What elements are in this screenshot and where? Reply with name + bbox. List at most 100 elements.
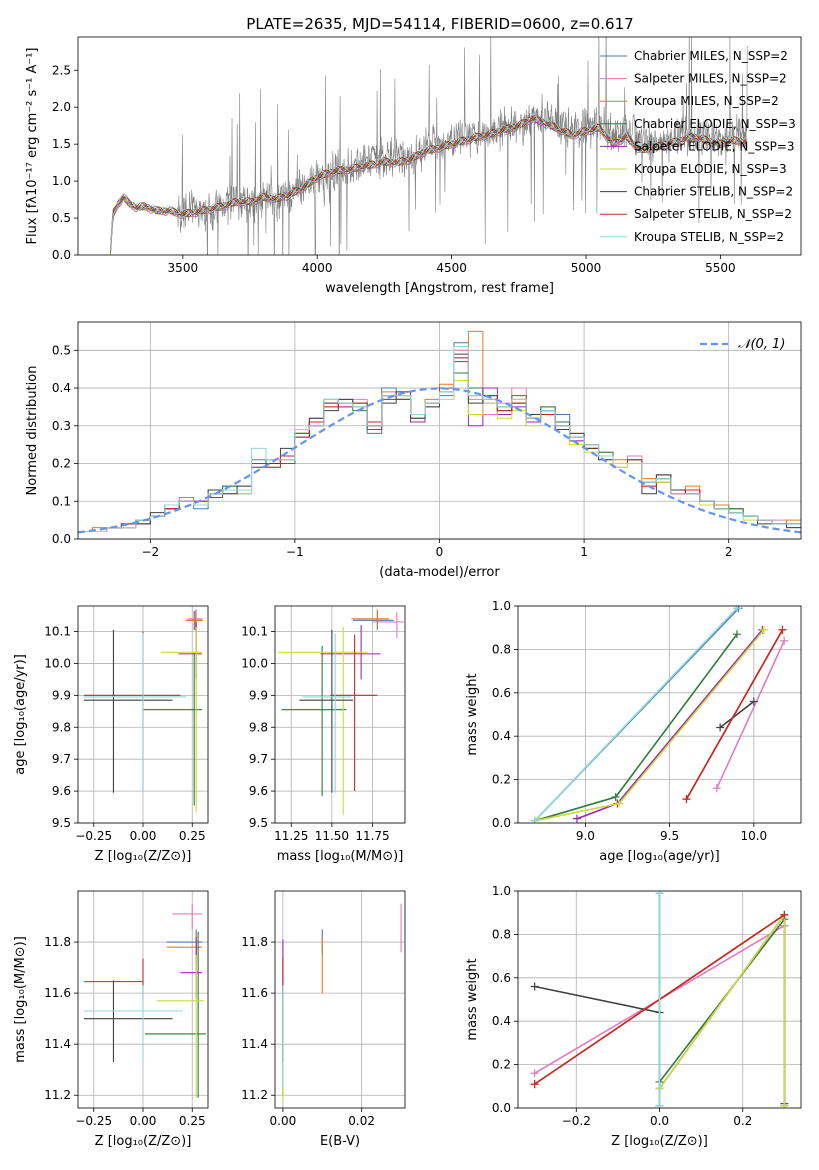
weight-marker	[712, 784, 721, 793]
legend: Chabrier MILES, N_SSP=2 Salpeter MILES, N…	[600, 49, 796, 244]
y-tick-label: 0.0	[492, 816, 511, 830]
legend-label: Kroupa ELODIE, N_SSP=3	[634, 162, 787, 176]
errorbar-point-2	[185, 610, 204, 630]
weight-marker	[732, 606, 741, 613]
y-tick-label: 0.5	[52, 211, 71, 225]
plot-area	[83, 609, 204, 812]
weight-marker	[615, 799, 624, 808]
errorbar-point-2	[166, 934, 203, 963]
y-tick-label: 0.2	[492, 773, 511, 787]
y-tick-label: 0.8	[492, 927, 511, 941]
weight-marker	[655, 891, 664, 898]
errorbar-point-8	[83, 985, 183, 1063]
y-tick-label: 1.0	[52, 174, 71, 188]
x-tick-label: 0.00	[130, 829, 157, 843]
weight-marker	[530, 1069, 539, 1078]
x-tick-label: −1	[286, 545, 304, 559]
errorbar-point-6	[299, 629, 353, 793]
weight-line-6	[719, 700, 755, 729]
y-tick-label: 10.1	[44, 625, 71, 639]
y-tick-label: 9.9	[52, 688, 71, 702]
y-tick-label: 9.5	[52, 816, 71, 830]
errorbar-point-2	[351, 609, 389, 629]
y-axis-label: mass [log₁₀(M/M⊙)]	[13, 936, 28, 1063]
y-tick-label: 9.7	[52, 752, 71, 766]
axes-frame	[77, 605, 209, 824]
y-tick-label: 11.6	[44, 986, 71, 1000]
y-tick-label: 0.8	[492, 642, 511, 656]
x-tick-label: 0.02	[348, 1114, 375, 1128]
x-tick-label: 0.2	[733, 1114, 752, 1128]
y-axis-label: mass weight	[465, 958, 480, 1040]
y-tick-label: 11.4	[241, 1037, 268, 1051]
errorbar-point-8	[302, 633, 352, 793]
legend-label: Kroupa MILES, N_SSP=2	[634, 94, 779, 108]
weight-marker	[732, 630, 741, 639]
x-tick-label: 10.0	[740, 829, 767, 843]
y-tick-label: 9.8	[249, 720, 268, 734]
errorbar-point-7	[83, 631, 181, 792]
weight-line-8	[534, 607, 738, 822]
errorbar-point-8	[83, 633, 187, 793]
x-tick-label: 5500	[705, 261, 736, 275]
panel-weight-vs-Z: −0.2 0.0 0.2 0.0 0.2 0.4 0.6 0.8 1.0 Z [log₁₀(Z/Z…	[465, 884, 802, 1149]
weight-marker	[716, 723, 725, 732]
y-tick-label: 0.1	[52, 494, 71, 508]
model-spectrum-8	[109, 113, 747, 252]
y-tick-label: 9.9	[249, 688, 268, 702]
errorbar-point-1	[172, 903, 203, 930]
weight-marker	[778, 625, 787, 634]
errorbar-point-5	[156, 954, 205, 1098]
weight-line-7	[685, 629, 784, 800]
weight-line-3	[658, 916, 786, 1106]
weight-marker	[759, 625, 768, 634]
x-tick-label: 4500	[436, 261, 467, 275]
errorbar-point-6	[83, 629, 173, 793]
x-tick-label: 0.0	[650, 1114, 669, 1128]
legend-label: 𝒩(0, 1)	[738, 337, 785, 352]
errorbar-point-4	[178, 621, 203, 680]
x-tick-label: 0.00	[270, 1114, 297, 1128]
y-tick-label: 11.2	[44, 1088, 71, 1102]
weight-marker	[749, 697, 758, 706]
y-tick-label: 11.6	[241, 986, 268, 1000]
y-tick-label: 2.0	[52, 100, 71, 114]
axes-frame	[77, 321, 802, 540]
y-tick-label: 11.8	[241, 935, 268, 949]
plot-area	[282, 903, 402, 1101]
x-axis-label: age [log₁₀(age/yr)]	[599, 849, 720, 864]
y-tick-label: 11.8	[44, 935, 71, 949]
y-tick-label: 0.3	[52, 419, 71, 433]
y-tick-label: 10.0	[241, 656, 268, 670]
y-tick-label: 9.6	[249, 784, 268, 798]
x-tick-label: −0.25	[75, 829, 112, 843]
weight-marker	[780, 636, 789, 645]
panel-weight-vs-age: 9.0 9.5 10.0 0.0 0.2 0.4 0.6 0.8 1.0 age [log₁₀(a…	[465, 599, 802, 864]
plot-area	[278, 609, 404, 816]
y-tick-label: 0.2	[492, 1058, 511, 1072]
legend-label: Chabrier STELIB, N_SSP=2	[634, 185, 793, 199]
y-tick-label: 0.0	[492, 1101, 511, 1115]
plot-area	[109, 37, 748, 255]
y-tick-label: 0.0	[52, 248, 71, 262]
legend-label: Kroupa STELIB, N_SSP=2	[634, 230, 784, 244]
y-tick-label: 0.4	[492, 1014, 511, 1028]
errorbar-point-0	[166, 929, 203, 955]
weight-line-5	[534, 629, 765, 822]
weight-marker	[572, 814, 581, 823]
x-tick-label: 5000	[571, 261, 602, 275]
weight-marker	[780, 1101, 789, 1108]
y-tick-label: 0.4	[52, 381, 71, 395]
errorbar-point-3	[143, 652, 203, 806]
weight-line-3	[534, 633, 738, 822]
x-tick-label: 4000	[302, 261, 333, 275]
x-tick-label: 0	[436, 545, 444, 559]
x-tick-label: −2	[141, 545, 159, 559]
x-axis-label: Z [log₁₀(Z/Z⊙)]	[95, 849, 192, 864]
weight-marker	[780, 910, 789, 919]
y-tick-label: 10.0	[44, 656, 71, 670]
x-tick-label: 11.25	[274, 829, 308, 843]
y-tick-label: 0.2	[52, 457, 71, 471]
x-tick-label: 9.0	[576, 829, 595, 843]
weight-marker	[655, 1101, 664, 1108]
